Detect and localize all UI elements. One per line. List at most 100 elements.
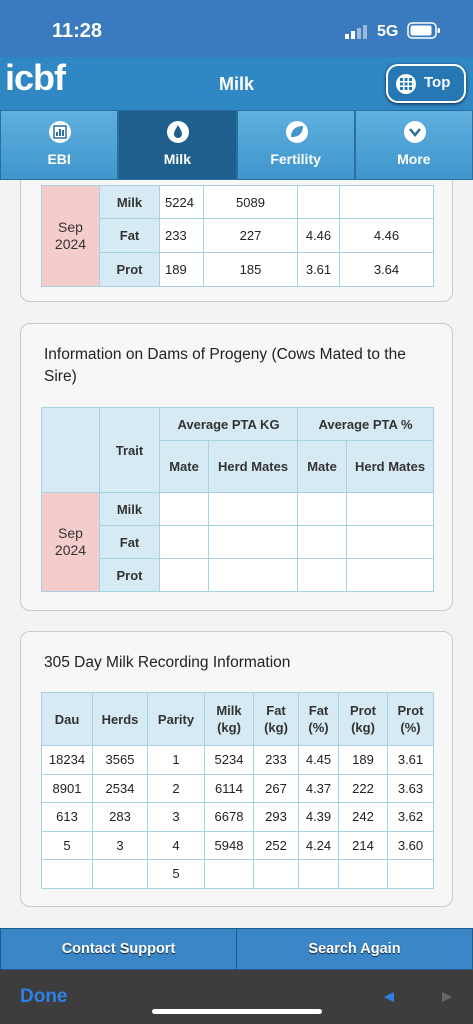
column-header: Prot (%) bbox=[387, 692, 434, 746]
column-header: Fat (%) bbox=[298, 692, 339, 746]
value-cell: 185 bbox=[203, 252, 298, 287]
tab-icon bbox=[403, 121, 426, 143]
value-cell: 3 bbox=[92, 830, 148, 860]
sub-header: Herd Mates bbox=[346, 440, 435, 493]
tab-label: More bbox=[397, 151, 431, 167]
value-cell: 8901 bbox=[41, 773, 93, 803]
contact-support-button[interactable]: Contact Support bbox=[0, 928, 237, 970]
value-cell: 3.63 bbox=[387, 773, 434, 803]
value-cell: 5234 bbox=[204, 745, 254, 775]
sub-header: Mate bbox=[297, 440, 348, 493]
network: 5G bbox=[377, 23, 399, 40]
trait-cell: Prot bbox=[99, 558, 160, 592]
value-cell bbox=[387, 859, 434, 889]
column-header: Herds bbox=[92, 692, 148, 746]
daughter-card: Sep 2024 Milk 5224 5089 Fat 233 227 4.46 4.46 Pro… bbox=[20, 180, 453, 302]
empty-cell bbox=[207, 558, 299, 592]
value-cell: 3.61 bbox=[297, 252, 340, 287]
empty-cell bbox=[159, 525, 209, 559]
value-cell: 5948 bbox=[204, 830, 254, 860]
empty-cell bbox=[297, 558, 348, 592]
value-cell: 3.61 bbox=[387, 745, 434, 775]
tab[interactable]: Milk bbox=[118, 110, 237, 180]
value-cell: 189 bbox=[159, 252, 204, 287]
value-cell: 4.46 bbox=[297, 218, 340, 253]
top-button[interactable]: Top bbox=[386, 64, 466, 103]
blank-header bbox=[41, 407, 100, 493]
value-cell: 4.37 bbox=[298, 773, 339, 803]
section-title: 305 Day Milk Recording Information bbox=[44, 654, 291, 671]
empty-cell bbox=[159, 492, 209, 526]
value-cell: 3.60 bbox=[387, 830, 434, 860]
column-header: Parity bbox=[147, 692, 205, 746]
dams-card: Information on Dams of Progeny (Cows Mat… bbox=[20, 323, 453, 611]
done-button[interactable]: Done bbox=[20, 986, 68, 1007]
value-cell: 4.39 bbox=[298, 802, 339, 832]
value-cell bbox=[41, 859, 93, 889]
value-cell: 214 bbox=[338, 830, 388, 860]
tab-label: Fertility bbox=[270, 151, 321, 167]
value-cell: 3565 bbox=[92, 745, 148, 775]
top-label: Top bbox=[424, 74, 451, 91]
value-cell: 18234 bbox=[41, 745, 93, 775]
logo[interactable]: icbf bbox=[5, 57, 66, 98]
value-cell: 5224 bbox=[159, 185, 204, 219]
value-cell: 3.64 bbox=[339, 252, 434, 287]
value-cell: 2534 bbox=[92, 773, 148, 803]
value-cell: 4 bbox=[147, 830, 205, 860]
tab-label: EBI bbox=[47, 151, 71, 167]
value-cell: 613 bbox=[41, 802, 93, 832]
search-again-button[interactable]: Search Again bbox=[236, 928, 473, 970]
value-cell: 267 bbox=[253, 773, 299, 803]
trait-cell: Prot bbox=[99, 252, 160, 287]
status-bar: 11:28 5G bbox=[0, 0, 473, 57]
header-row: Trait Average PTA KG Average PTA % bbox=[41, 407, 435, 493]
tab-bar: EBI Milk Fertility More bbox=[0, 110, 473, 180]
trait-cell: Milk bbox=[99, 185, 160, 219]
battery-icon bbox=[407, 22, 440, 39]
tab-label: Milk bbox=[163, 151, 191, 167]
page-title: Milk bbox=[218, 74, 254, 94]
nav-arrows[interactable] bbox=[380, 990, 460, 1004]
grid-icon bbox=[396, 74, 416, 94]
value-cell: 6114 bbox=[204, 773, 254, 803]
header-row: Dau Herds Parity Milk (kg) Fat (kg) Fat (%) Pr… bbox=[41, 692, 434, 746]
value-cell: 5 bbox=[41, 830, 93, 860]
tab[interactable]: More bbox=[354, 110, 473, 180]
value-cell bbox=[338, 859, 388, 889]
value-cell: 227 bbox=[203, 218, 298, 253]
value-cell: 233 bbox=[253, 745, 299, 775]
trait-cell: Fat bbox=[99, 218, 160, 253]
sub-header: Mate bbox=[159, 440, 209, 493]
value-cell: 4.24 bbox=[298, 830, 339, 860]
recording-card: 305 Day Milk Recording Information Dau He… bbox=[20, 631, 453, 907]
tab[interactable]: EBI bbox=[0, 110, 119, 180]
row: Prot 189 185 3.61 3.64 bbox=[42, 252, 434, 287]
value-cell: 6678 bbox=[204, 802, 254, 832]
trait-cell: Milk bbox=[99, 492, 160, 526]
value-cell: 3.62 bbox=[387, 802, 434, 832]
signal-icon bbox=[345, 25, 367, 39]
row: 5 3 4 5948 252 4.24 214 3.60 bbox=[41, 830, 434, 860]
row: 613 283 3 6678 293 4.39 242 3.62 bbox=[41, 802, 434, 832]
time: 11:28 bbox=[52, 20, 103, 42]
period-cell: Sep 2024 bbox=[41, 185, 100, 287]
value-cell bbox=[204, 859, 254, 889]
row: 5 bbox=[41, 859, 434, 889]
value-cell bbox=[297, 185, 340, 219]
tab-icon bbox=[285, 121, 308, 143]
column-header: Milk (kg) bbox=[204, 692, 254, 746]
empty-cell bbox=[207, 525, 299, 559]
empty-cell bbox=[346, 558, 435, 592]
value-cell: 252 bbox=[253, 830, 299, 860]
header-row: Mate Herd Mates Mate Herd Mates bbox=[42, 440, 435, 493]
trait-cell: Fat bbox=[99, 525, 160, 559]
column-header: Fat (kg) bbox=[253, 692, 299, 746]
tab[interactable]: Fertility bbox=[236, 110, 355, 180]
tab-icon bbox=[49, 121, 71, 143]
value-cell bbox=[92, 859, 148, 889]
value-cell: 283 bbox=[92, 802, 148, 832]
empty-cell bbox=[207, 492, 299, 526]
value-cell bbox=[298, 859, 339, 889]
value-cell: 189 bbox=[338, 745, 388, 775]
